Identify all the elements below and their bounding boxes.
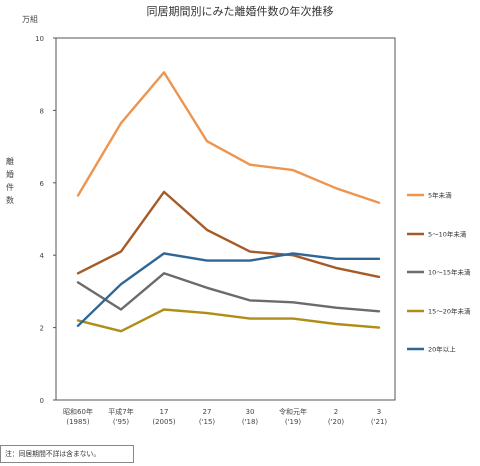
chart-title: 同居期間別にみた離婚件数の年次推移 xyxy=(147,4,334,18)
series-line xyxy=(76,190,381,279)
y-axis-title-char: 件 xyxy=(6,182,14,192)
x-tick-label: 30 ('18) xyxy=(242,408,259,426)
legend-label: 15～20年未満 xyxy=(428,307,471,316)
x-tick-label-line: ('15) xyxy=(199,418,216,426)
legend-label: 10～15年未満 xyxy=(428,268,471,277)
x-tick-label-line: 令和元年 xyxy=(279,407,307,416)
y-axis-title-char: 婚 xyxy=(6,169,14,179)
x-tick-label-line: 17 xyxy=(160,408,169,416)
x-tick-label-line: ('20) xyxy=(328,418,345,426)
x-tick-label: 昭和60年 (1985) xyxy=(63,407,93,426)
y-unit-label: 万組 xyxy=(22,14,38,24)
series-line xyxy=(76,308,381,333)
series-line xyxy=(76,252,381,327)
plot-area xyxy=(55,37,396,401)
y-tick-label: 6 xyxy=(40,180,45,188)
y-axis-title-char: 離 xyxy=(6,156,14,166)
y-axis-title-char: 数 xyxy=(6,195,14,205)
y-tick-label: 2 xyxy=(40,325,44,333)
x-tick-label-line: 3 xyxy=(377,408,381,416)
x-tick-label: 27 ('15) xyxy=(199,408,216,426)
legend-label: 5～10年未満 xyxy=(428,230,467,239)
y-tick-label: 4 xyxy=(40,252,45,260)
legend: 5年未満 5～10年未満 10～15年未満 15～20年未満 20年以上 xyxy=(407,191,471,354)
x-tick-label-line: ('95) xyxy=(113,418,130,426)
x-tick-label: 17 (2005) xyxy=(152,408,176,426)
y-tick-label: 10 xyxy=(35,35,44,43)
y-tick-label: 0 xyxy=(40,397,44,405)
x-tick-label-line: ('19) xyxy=(285,418,302,426)
x-tick-label: 2 ('20) xyxy=(328,408,345,426)
footnote: 注：同居期間不詳は含まない。 xyxy=(0,445,134,463)
series-group xyxy=(76,71,381,333)
x-tick-label-line: 平成7年 xyxy=(108,407,133,416)
x-tick-label-line: ('21) xyxy=(371,418,388,426)
x-tick-label: 平成7年 ('95) xyxy=(108,407,133,426)
y-tick-label: 8 xyxy=(40,107,44,115)
legend-label: 5年未満 xyxy=(428,191,452,200)
x-tick-label-line: 2 xyxy=(334,408,338,416)
x-tick-label-line: (1985) xyxy=(66,418,90,426)
series-line xyxy=(76,272,381,313)
x-axis: 昭和60年 (1985) 平成7年 ('95) 17 (2005) 27 ('15) 30 ('1… xyxy=(63,407,387,426)
x-tick-label-line: 27 xyxy=(203,408,212,416)
legend-label: 20年以上 xyxy=(428,345,456,354)
x-tick-label: 令和元年 ('19) xyxy=(279,407,307,426)
x-tick-label-line: 昭和60年 xyxy=(63,407,93,416)
x-tick-label-line: ('18) xyxy=(242,418,259,426)
y-axis: 0 2 4 6 8 10 xyxy=(35,35,56,405)
y-axis-title: 離婚件数 xyxy=(6,156,14,205)
x-tick-label-line: (2005) xyxy=(152,418,176,426)
series-line xyxy=(76,71,381,204)
x-tick-label-line: 30 xyxy=(246,408,255,416)
x-tick-label: 3 ('21) xyxy=(371,408,388,426)
